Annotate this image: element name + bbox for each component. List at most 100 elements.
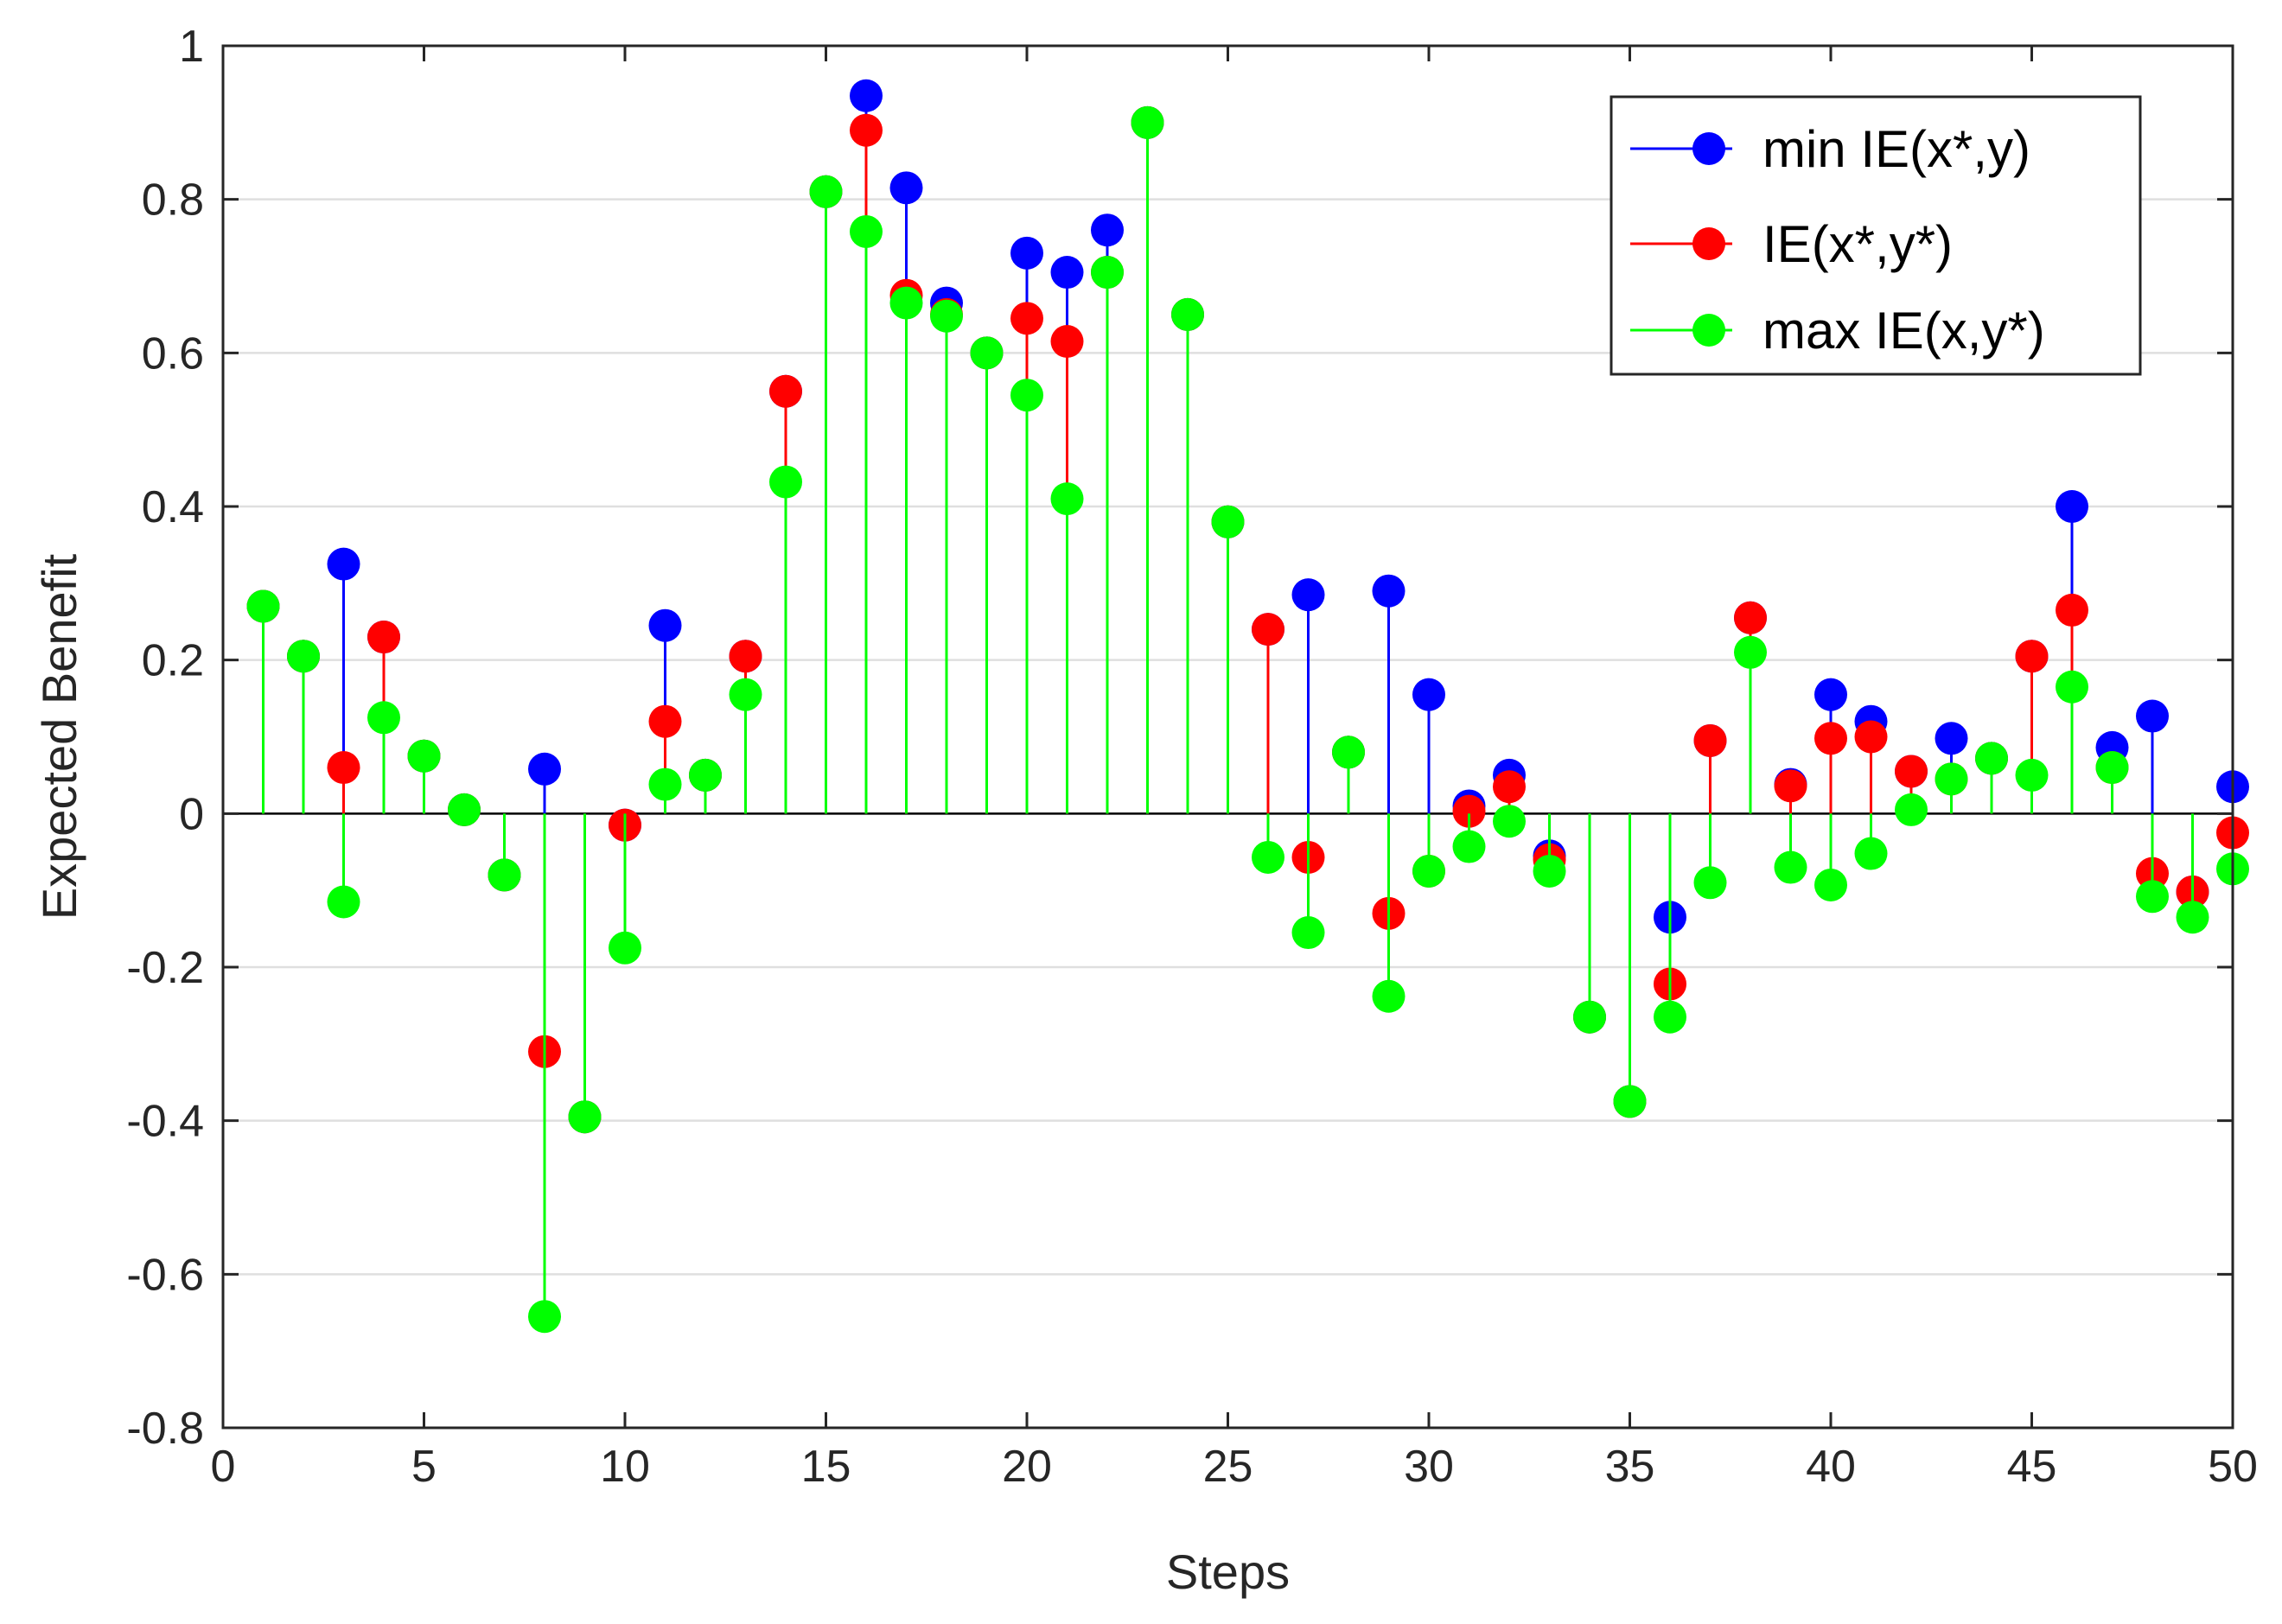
stem-marker: [1975, 742, 2008, 775]
stem-marker: [2136, 880, 2169, 914]
x-tick-label: 25: [1203, 1442, 1253, 1492]
stem-marker: [367, 621, 400, 654]
stem-marker: [287, 640, 320, 673]
stem-marker: [1291, 578, 1325, 612]
stem-marker: [769, 374, 802, 408]
stem-marker: [1895, 755, 1928, 788]
stem-marker: [2056, 670, 2088, 704]
y-axis: -0.8 -0.6 -0.4 -0.2 0 0.2 0.4 0.6 0.8 1: [126, 22, 2233, 1454]
stem-marker: [850, 113, 883, 147]
stem-marker: [528, 752, 561, 786]
stem-marker: [1935, 762, 1968, 796]
stem-marker: [1050, 256, 1084, 290]
stem-marker: [1814, 678, 1847, 711]
stem-marker: [1131, 105, 1164, 139]
y-tick-label: -0.6: [126, 1250, 204, 1300]
y-tick-label: 1: [179, 22, 204, 72]
x-tick-label: 40: [1806, 1442, 1856, 1492]
stem-marker: [1774, 850, 1807, 884]
stem-marker: [1814, 868, 1847, 901]
stem-marker: [1010, 236, 1043, 270]
stem-marker: [889, 286, 923, 320]
stem-marker: [1171, 297, 1204, 331]
stem-marker: [1693, 866, 1727, 900]
stem-marker: [1774, 769, 1807, 803]
stem-marker: [729, 640, 762, 673]
stem-marker: [327, 751, 360, 785]
stem-marker: [1854, 837, 1888, 870]
stem-marker: [1252, 840, 1284, 874]
x-tick-label: 0: [211, 1442, 236, 1492]
stem-marker: [448, 793, 481, 826]
x-tick-label: 5: [411, 1442, 437, 1492]
stem-marker: [1091, 213, 1124, 247]
stem-marker: [1332, 736, 1365, 769]
stem-marker: [1252, 613, 1284, 646]
y-tick-label: -0.2: [126, 943, 204, 993]
stem-marker: [1412, 854, 1445, 888]
stem-marker: [1412, 678, 1445, 711]
x-tick-label: 20: [1002, 1442, 1052, 1492]
y-tick-label: -0.8: [126, 1404, 204, 1454]
x-axis: 0 5 10 15 20 25 30 35 40 45 50: [211, 46, 2258, 1492]
stem-marker: [1452, 830, 1486, 863]
stem-marker: [1573, 1000, 1606, 1034]
stem-marker: [1372, 574, 1406, 608]
legend-label: IE(x*,y*): [1762, 215, 1953, 273]
stem-marker: [689, 758, 722, 792]
y-tick-label: 0.4: [142, 482, 204, 532]
stem-marker: [1372, 979, 1406, 1013]
stem-marker: [528, 1300, 561, 1334]
stem-marker: [930, 299, 963, 333]
x-tick-label: 15: [801, 1442, 851, 1492]
legend-label: max IE(x,y*): [1762, 302, 2045, 360]
stem-marker: [648, 767, 682, 801]
stem-marker: [1010, 302, 1043, 335]
legend: min IE(x*,y) IE(x*,y*) max IE(x,y*): [1610, 95, 2142, 376]
stem-marker: [850, 79, 883, 112]
stem-marker: [1533, 854, 1566, 888]
stem-marker: [367, 701, 400, 735]
stem-marker: [2176, 901, 2209, 934]
stem-marker: [648, 608, 682, 642]
x-axis-label: Steps: [1166, 1544, 1290, 1599]
stem-marker: [889, 171, 923, 205]
stem-marker: [2015, 758, 2049, 792]
stem-marker: [1814, 722, 1847, 755]
stem-marker: [1493, 770, 1526, 804]
stem-marker: [1050, 482, 1084, 516]
stem-marker: [729, 678, 762, 711]
legend-marker: [1692, 314, 1725, 347]
x-tick-label: 50: [2208, 1442, 2258, 1492]
stem-marker: [1613, 1085, 1647, 1118]
stem-marker: [1895, 793, 1928, 826]
stem-marker: [1050, 325, 1084, 359]
stem-marker: [568, 1100, 602, 1134]
y-tick-label: 0.6: [142, 328, 204, 379]
stem-marker: [1452, 794, 1486, 828]
x-tick-label: 10: [600, 1442, 650, 1492]
y-tick-label: 0.2: [142, 636, 204, 686]
series-3: [246, 105, 2249, 1334]
stem-marker: [809, 175, 843, 208]
stem-marker: [1734, 601, 1767, 634]
stem-marker: [1291, 916, 1325, 950]
stem-marker: [1010, 379, 1043, 412]
stem-marker: [1654, 1000, 1686, 1034]
stem-marker: [1693, 723, 1727, 757]
stem-marker: [246, 589, 280, 623]
stem-marker: [1734, 635, 1767, 669]
stem-marker: [850, 214, 883, 248]
stem-marker: [327, 885, 360, 919]
stem-marker: [407, 739, 441, 773]
series-layer: [246, 79, 2249, 1334]
x-tick-label: 35: [1605, 1442, 1655, 1492]
y-tick-label: 0: [179, 789, 204, 839]
legend-marker: [1692, 227, 1725, 260]
y-tick-label: -0.4: [126, 1097, 204, 1147]
stem-marker: [2056, 593, 2088, 627]
stem-marker: [488, 858, 521, 892]
legend-marker: [1692, 132, 1725, 165]
stem-marker: [2015, 640, 2049, 673]
